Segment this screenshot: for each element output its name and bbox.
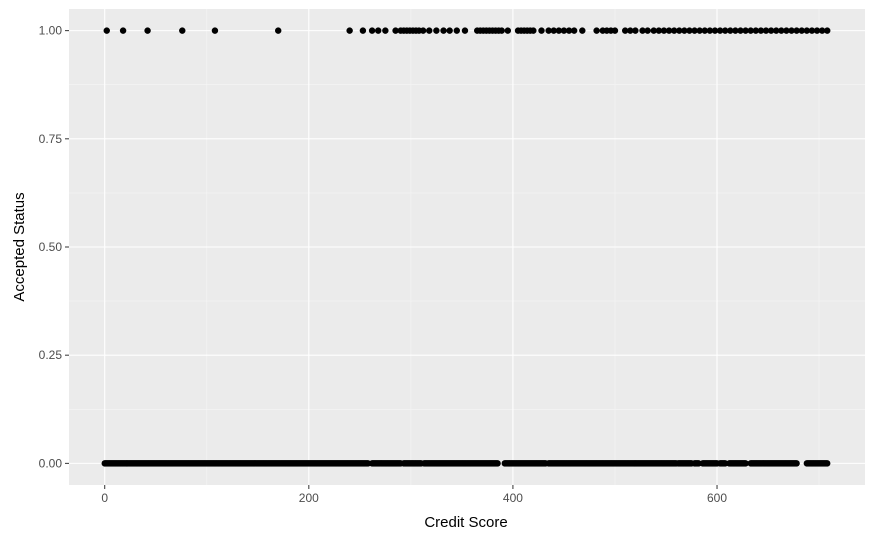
data-point-accepted xyxy=(793,27,800,34)
data-point-accepted xyxy=(359,27,367,34)
data-point-accepted xyxy=(346,27,353,34)
y-tick-label: 0.25 xyxy=(39,348,63,362)
data-point-accepted xyxy=(747,27,754,34)
data-point-accepted xyxy=(570,27,578,34)
data-point-accepted xyxy=(538,27,545,34)
data-point-accepted xyxy=(565,27,573,34)
data-point-accepted xyxy=(665,27,673,34)
y-tick-label: 0.75 xyxy=(39,132,63,146)
data-point-accepted xyxy=(773,27,780,34)
data-point-accepted xyxy=(593,27,600,34)
data-point-accepted xyxy=(788,27,795,34)
data-point-accepted xyxy=(275,27,282,34)
data-point-accepted xyxy=(639,27,646,34)
data-point-accepted xyxy=(179,27,186,34)
data-point-accepted xyxy=(721,27,729,34)
data-point-accepted xyxy=(144,27,151,34)
x-axis-ticks: 0 200 400 600 xyxy=(101,485,727,505)
x-tick-label: 200 xyxy=(299,491,319,505)
data-point-accepted xyxy=(446,27,453,34)
data-point-rejected xyxy=(793,460,800,467)
data-point-accepted xyxy=(696,27,703,34)
data-point-accepted xyxy=(545,27,552,34)
data-point-accepted xyxy=(655,27,663,34)
y-axis-title: Accepted Status xyxy=(11,192,28,301)
data-point-rejected xyxy=(742,460,749,467)
data-point-accepted xyxy=(621,27,629,34)
data-point-accepted xyxy=(560,27,568,34)
data-point-accepted xyxy=(803,27,811,34)
data-point-accepted xyxy=(670,27,678,34)
y-axis-ticks: 0.00 0.25 0.50 0.75 1.00 xyxy=(39,24,69,470)
data-point-accepted xyxy=(737,27,744,34)
data-point-accepted xyxy=(611,27,619,34)
data-point-accepted xyxy=(368,27,376,34)
data-point-accepted xyxy=(767,27,775,34)
data-point-accepted xyxy=(742,27,749,34)
data-point-accepted xyxy=(824,27,831,34)
data-point-accepted xyxy=(461,27,469,34)
data-point-accepted xyxy=(732,27,739,34)
data-point-accepted xyxy=(808,27,816,34)
data-point-accepted xyxy=(392,27,399,34)
data-point-accepted xyxy=(762,27,770,34)
data-point-accepted xyxy=(627,27,634,34)
data-point-accepted xyxy=(686,27,693,34)
y-tick-label: 0.00 xyxy=(39,456,63,470)
data-point-accepted xyxy=(701,27,708,34)
y-tick-label: 1.00 xyxy=(39,24,63,38)
data-point-accepted xyxy=(711,27,719,34)
data-point-accepted xyxy=(433,27,440,34)
data-point-accepted xyxy=(778,27,785,34)
data-point-rejected xyxy=(494,460,501,467)
data-point-rejected xyxy=(824,460,831,467)
data-point-accepted xyxy=(783,27,790,34)
data-point-accepted xyxy=(757,27,765,34)
data-point-accepted xyxy=(103,27,110,34)
data-point-accepted xyxy=(550,27,557,34)
data-point-accepted xyxy=(660,27,668,34)
data-point-accepted xyxy=(681,27,688,34)
data-point-accepted xyxy=(706,27,714,34)
data-point-accepted xyxy=(555,27,563,34)
data-point-accepted xyxy=(818,27,826,34)
data-point-accepted xyxy=(798,27,805,34)
data-point-accepted xyxy=(632,27,639,34)
data-point-accepted xyxy=(440,27,447,34)
data-point-accepted xyxy=(119,27,127,34)
data-point-accepted xyxy=(382,27,389,34)
x-tick-label: 400 xyxy=(503,491,523,505)
data-point-accepted xyxy=(419,27,427,34)
x-tick-label: 600 xyxy=(707,491,727,505)
data-point-accepted xyxy=(426,27,433,34)
data-point-accepted xyxy=(579,27,586,34)
data-points xyxy=(101,27,831,467)
data-point-accepted xyxy=(752,27,760,34)
data-point-accepted xyxy=(504,27,512,34)
data-point-accepted xyxy=(676,27,683,34)
data-point-accepted xyxy=(727,27,734,34)
data-point-accepted xyxy=(650,27,657,34)
data-point-accepted xyxy=(813,27,821,34)
data-point-accepted xyxy=(530,27,537,34)
x-tick-label: 0 xyxy=(101,491,108,505)
data-point-accepted xyxy=(375,27,382,34)
x-axis-title: Credit Score xyxy=(424,514,507,531)
data-point-accepted xyxy=(453,27,460,34)
data-point-accepted xyxy=(644,27,651,34)
data-point-accepted xyxy=(691,27,698,34)
data-point-accepted xyxy=(716,27,724,34)
minor-gridlines-y xyxy=(69,84,865,410)
data-point-accepted xyxy=(498,27,505,34)
y-tick-label: 0.50 xyxy=(39,240,63,254)
data-point-accepted xyxy=(211,27,219,34)
